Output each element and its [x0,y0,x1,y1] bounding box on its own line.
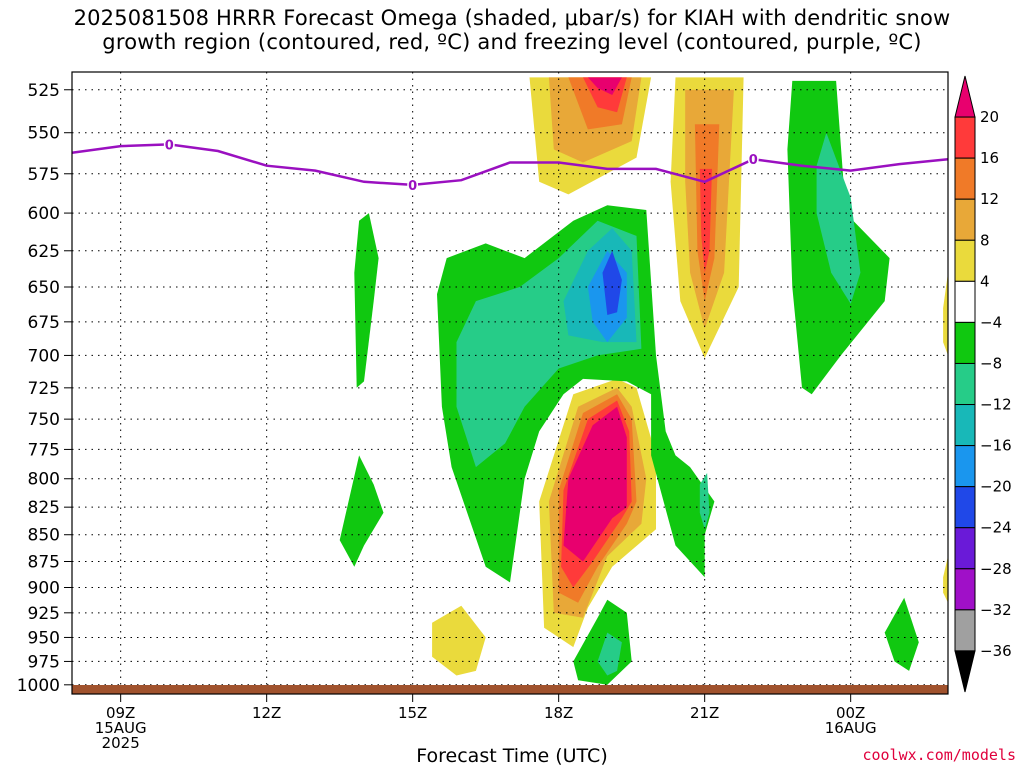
y-tick-label-925: 925 [28,604,60,624]
omega-colorbar: 20 16 12 8 4 −4 −8 −12 −16 −20 −24 −28 −32 −36 [954,75,1012,693]
omega-shade-omega-neg-14z-lower-0 [339,455,384,567]
x-tick-label-9-0: 09Z [106,704,135,722]
omega-shade-omega-pos-16z-0 [432,605,486,676]
y-tick-label-875: 875 [28,552,60,572]
colorbar-label-2: 12 [980,190,999,208]
y-tick-label-700: 700 [28,346,60,366]
y-tick-label-525: 525 [28,81,60,101]
omega-shade-omega-pos-18z-upper-4 [587,77,622,95]
region-omega-neg-25z [884,597,919,671]
y-tick-label-625: 625 [28,242,60,262]
pressure-axis: 525 550 575 600 625 650 675 700 725 750 775 800 825 8… [17,81,72,696]
colorbar-swatch-5 [954,280,976,323]
omega-shade-omega-neg-main-4 [602,250,622,315]
x-tick-label-24-1: 16AUG [825,719,877,737]
colorbar-swatch-0 [954,75,976,118]
y-tick-label-950: 950 [28,628,60,648]
freezing-level-label-2: 0 [749,153,758,168]
colorbar-label-1: 16 [980,149,999,167]
x-tick-label-24-0: 00Z [836,704,865,722]
y-tick-label-800: 800 [28,470,60,490]
colorbar-label-13: −36 [980,642,1012,660]
y-tick-label-725: 725 [28,379,60,399]
colorbar-label-10: −24 [980,519,1012,537]
colorbar-label-0: 20 [980,108,999,126]
colorbar-swatch-10 [954,486,976,529]
colorbar-label-3: 8 [980,231,990,249]
region-omega-pos-edge [943,272,948,603]
y-tick-label-550: 550 [28,124,60,144]
omega-shade-omega-pos-edge-0 [943,272,948,356]
colorbar-label-12: −32 [980,601,1012,619]
y-tick-label-850: 850 [28,526,60,546]
y-tick-label-900: 900 [28,579,60,599]
region-omega-pos-18z-lower [539,378,656,648]
colorbar-label-6: −8 [980,354,1002,372]
region-omega-pos-18z-upper [529,77,652,195]
chart-title: 2025081508 HRRR Forecast Omega (shaded, … [0,6,1024,54]
colorbar-label-9: −20 [980,478,1012,496]
colorbar-label-11: −28 [980,560,1012,578]
colorbar-swatch-14 [954,650,976,693]
region-omega-neg-23z [787,80,890,395]
y-tick-label-1000: 1000 [17,676,60,696]
omega-shade-omega-neg-23z-1 [816,132,861,304]
colorbar-swatch-1 [954,116,976,159]
region-omega-neg-14z-upper [354,213,379,388]
freezing-level-label-0: 0 [165,138,174,153]
x-tick-label-12-0: 12Z [252,704,281,722]
surface-terrain [72,685,948,694]
colorbar-swatch-2 [954,157,976,200]
omega-shade-omega-neg-19z-bottom-1 [597,632,622,676]
x-tick-label-9-1: 15AUG [95,719,147,737]
colorbar-swatch-7 [954,362,976,406]
colorbar-swatch-8 [954,404,976,447]
freezing-level-line [71,143,949,187]
region-omega-pos-16z [432,605,486,676]
freezing-level-label-1: 0 [408,179,417,194]
colorbar-swatch-12 [954,568,976,611]
y-tick-label-650: 650 [28,278,60,298]
region-omega-neg-main [437,205,715,583]
plot-frame [71,71,949,695]
region-omega-pos-21z [670,77,744,359]
region-omega-neg-19z-bottom [573,599,632,685]
title-line-2: growth region (contoured, red, ºC) and f… [102,30,922,54]
colorbar-label-4: 4 [980,272,990,290]
colorbar-swatch-9 [954,445,976,488]
colorbar-label-7: −12 [980,396,1012,414]
x-axis-title: Forecast Time (UTC) [416,745,608,767]
omega-shade-omega-neg-25z-0 [884,597,919,671]
colorbar-swatch-13 [954,609,976,652]
x-tick-label-18-0: 18Z [544,704,573,722]
site-credit: coolwx.com/models [862,746,1016,764]
colorbar-label-8: −16 [980,437,1012,455]
y-tick-label-750: 750 [28,410,60,430]
colorbar-swatch-6 [954,321,976,364]
omega-shade-omega-pos-edge-1 [943,556,948,603]
y-tick-label-675: 675 [28,313,60,333]
omega-shading [339,77,948,685]
y-tick-label-600: 600 [28,204,60,224]
freezing-level-contour: 0 0 0 [71,137,949,195]
y-tick-label-575: 575 [28,165,60,185]
y-tick-label-975: 975 [28,652,60,672]
colorbar-label-5: −4 [980,313,1002,331]
y-tick-label-775: 775 [28,440,60,460]
omega-shade-omega-pos-18z-lower-4 [563,406,627,562]
colorbar-swatch-11 [954,527,976,570]
y-tick-label-825: 825 [28,498,60,518]
colorbar-swatch-3 [954,198,976,241]
x-tick-label-9-2: 2025 [102,734,140,752]
title-line-1: 2025081508 HRRR Forecast Omega (shaded, … [73,6,951,30]
region-omega-neg-14z-lower [339,455,384,567]
x-tick-label-15-0: 15Z [398,704,427,722]
omega-shade-omega-pos-21z-3 [699,168,712,273]
colorbar-swatch-4 [954,239,976,282]
x-tick-label-21-0: 21Z [690,704,719,722]
omega-shade-omega-neg-14z-upper-0 [354,213,379,388]
